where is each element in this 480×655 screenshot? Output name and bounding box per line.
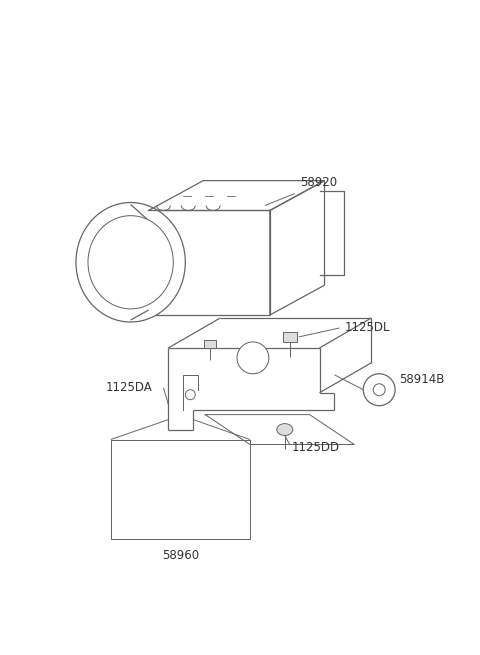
Bar <box>283 332 297 342</box>
Ellipse shape <box>76 202 185 322</box>
Text: 1125DL: 1125DL <box>344 322 390 335</box>
Ellipse shape <box>88 215 173 309</box>
Circle shape <box>373 384 385 396</box>
Bar <box>111 440 250 539</box>
Circle shape <box>363 374 395 405</box>
Text: 1125DA: 1125DA <box>106 381 153 394</box>
Text: 1125DD: 1125DD <box>292 441 340 454</box>
Text: 58920: 58920 <box>300 176 337 189</box>
Circle shape <box>237 342 269 374</box>
Bar <box>148 210 270 315</box>
Text: 58914B: 58914B <box>399 373 444 386</box>
Circle shape <box>185 390 195 400</box>
Bar <box>204 340 216 348</box>
Ellipse shape <box>277 424 293 436</box>
Text: 58960: 58960 <box>162 549 199 562</box>
